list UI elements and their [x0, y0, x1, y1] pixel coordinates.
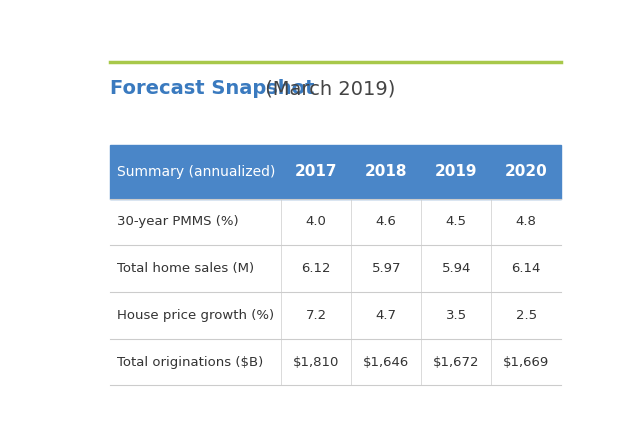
- Text: 6.12: 6.12: [301, 262, 331, 275]
- Text: 4.6: 4.6: [376, 216, 397, 229]
- Text: $1,646: $1,646: [363, 355, 410, 368]
- Bar: [110, 339, 561, 385]
- Text: 2020: 2020: [505, 165, 547, 180]
- Text: 5.97: 5.97: [371, 262, 401, 275]
- Text: 30-year PMMS (%): 30-year PMMS (%): [117, 216, 239, 229]
- Text: Total originations ($B): Total originations ($B): [117, 355, 264, 368]
- Text: 2.5: 2.5: [516, 309, 537, 322]
- Text: 4.7: 4.7: [376, 309, 397, 322]
- Text: Forecast Snapshot: Forecast Snapshot: [110, 79, 314, 98]
- Bar: [110, 199, 561, 246]
- Text: Summary (annualized): Summary (annualized): [117, 165, 276, 179]
- Bar: [110, 246, 561, 292]
- Text: 2019: 2019: [435, 165, 477, 180]
- Text: 3.5: 3.5: [445, 309, 467, 322]
- Text: 4.8: 4.8: [516, 216, 536, 229]
- Text: 6.14: 6.14: [511, 262, 541, 275]
- Bar: [110, 292, 561, 339]
- Text: (March 2019): (March 2019): [259, 79, 395, 98]
- Text: 7.2: 7.2: [306, 309, 327, 322]
- Text: 5.94: 5.94: [442, 262, 471, 275]
- Text: 4.0: 4.0: [306, 216, 326, 229]
- Bar: [110, 145, 561, 199]
- Text: 4.5: 4.5: [445, 216, 467, 229]
- Text: $1,672: $1,672: [433, 355, 479, 368]
- Text: 2017: 2017: [295, 165, 337, 180]
- Text: House price growth (%): House price growth (%): [117, 309, 275, 322]
- Text: $1,669: $1,669: [503, 355, 549, 368]
- Text: $1,810: $1,810: [293, 355, 339, 368]
- Text: 2018: 2018: [365, 165, 408, 180]
- Text: Total home sales (M): Total home sales (M): [117, 262, 254, 275]
